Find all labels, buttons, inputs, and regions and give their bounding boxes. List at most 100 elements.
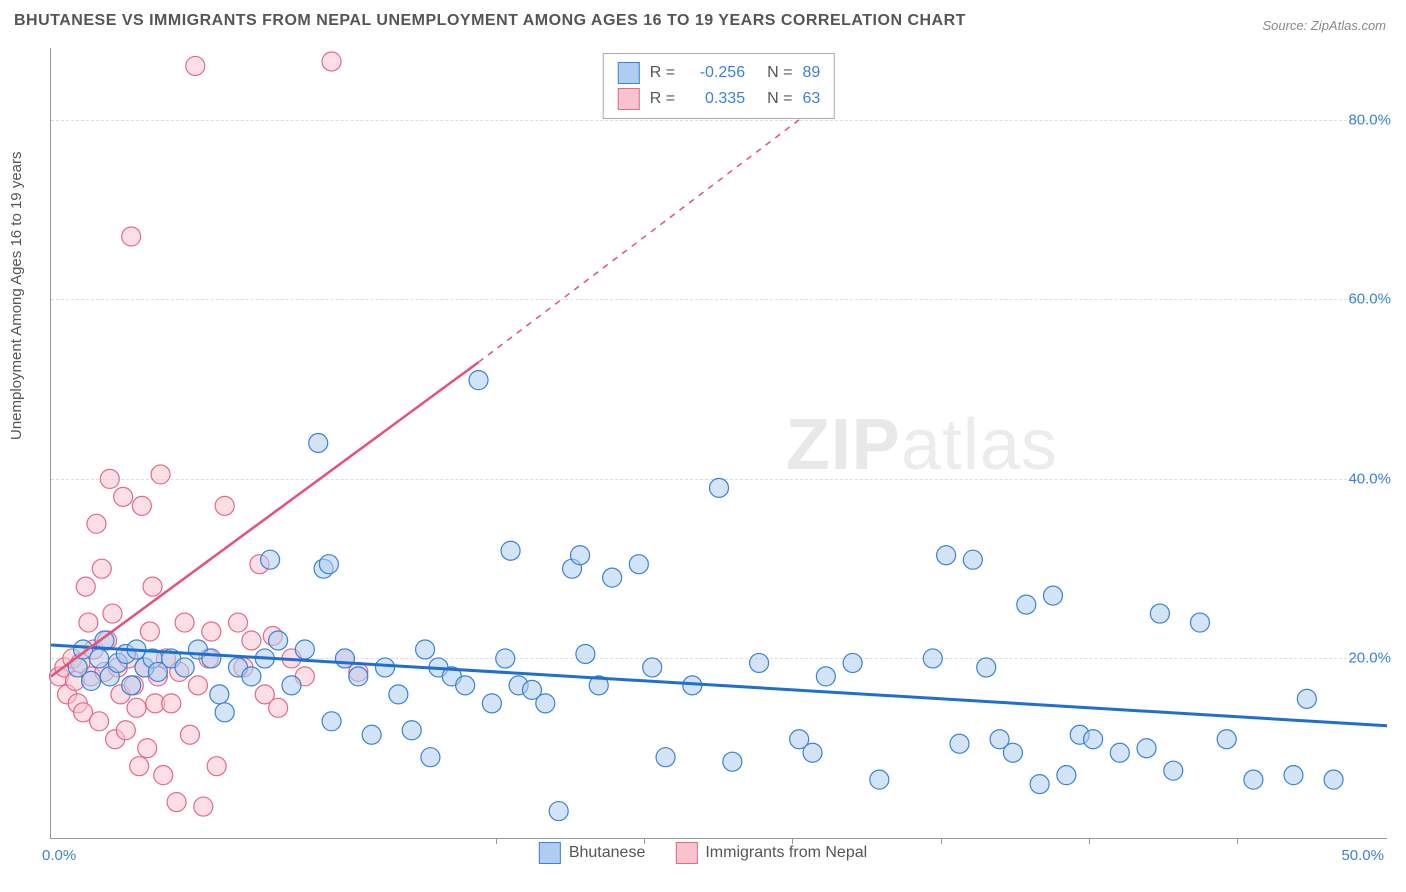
chart-title: BHUTANESE VS IMMIGRANTS FROM NEPAL UNEMP… xyxy=(14,12,966,30)
x-tick xyxy=(1089,838,1090,844)
data-point xyxy=(456,676,475,695)
correlation-legend: R =-0.256N =89R =0.335N =63 xyxy=(603,53,835,119)
y-tick-label: 60.0% xyxy=(1348,291,1391,308)
data-point xyxy=(269,631,288,650)
data-point xyxy=(421,748,440,767)
legend-n-label: N = xyxy=(767,64,792,82)
data-point xyxy=(140,622,159,641)
legend-r-label: R = xyxy=(650,90,675,108)
data-point xyxy=(167,793,186,812)
data-point xyxy=(295,640,314,659)
y-tick-label: 20.0% xyxy=(1348,650,1391,667)
data-point xyxy=(127,698,146,717)
data-point xyxy=(937,546,956,565)
legend-label: Immigrants from Nepal xyxy=(705,844,867,862)
data-point xyxy=(870,770,889,789)
data-point xyxy=(1324,770,1343,789)
y-tick-label: 40.0% xyxy=(1348,470,1391,487)
trend-line xyxy=(51,362,479,676)
data-point xyxy=(79,613,98,632)
data-point xyxy=(87,514,106,533)
legend-r-label: R = xyxy=(650,64,675,82)
bottom-legend-item: Immigrants from Nepal xyxy=(675,842,867,864)
data-point xyxy=(309,434,328,453)
data-point xyxy=(335,649,354,668)
data-point xyxy=(1244,770,1263,789)
x-end-label: 50.0% xyxy=(1341,847,1384,864)
data-point xyxy=(1084,730,1103,749)
data-point xyxy=(175,613,194,632)
data-point xyxy=(114,487,133,506)
data-point xyxy=(194,797,213,816)
data-point xyxy=(723,752,742,771)
data-point xyxy=(1284,766,1303,785)
scatter-svg xyxy=(51,48,1387,838)
data-point xyxy=(242,667,261,686)
data-point xyxy=(803,743,822,762)
data-point xyxy=(282,676,301,695)
data-point xyxy=(82,671,101,690)
data-point xyxy=(1017,595,1036,614)
data-point xyxy=(175,658,194,677)
data-point xyxy=(710,478,729,497)
legend-swatch xyxy=(675,842,697,864)
legend-r-value: -0.256 xyxy=(685,64,745,82)
legend-r-value: 0.335 xyxy=(685,90,745,108)
data-point xyxy=(376,658,395,677)
x-tick xyxy=(496,838,497,844)
data-point xyxy=(576,644,595,663)
data-point xyxy=(188,676,207,695)
x-tick xyxy=(941,838,942,844)
data-point xyxy=(402,721,421,740)
legend-swatch xyxy=(539,842,561,864)
legend-label: Bhutanese xyxy=(569,844,646,862)
series-legend: Bhutanese Immigrants from Nepal xyxy=(539,842,867,864)
data-point xyxy=(643,658,662,677)
blue-series-points xyxy=(68,371,1343,821)
data-point xyxy=(816,667,835,686)
data-point xyxy=(319,555,338,574)
data-point xyxy=(1164,761,1183,780)
data-point xyxy=(750,653,769,672)
data-point xyxy=(923,649,942,668)
legend-row: R =0.335N =63 xyxy=(618,86,820,112)
data-point xyxy=(151,465,170,484)
data-point xyxy=(242,631,261,650)
x-origin-label: 0.0% xyxy=(42,847,76,864)
data-point xyxy=(322,712,341,731)
bottom-legend-item: Bhutanese xyxy=(539,842,646,864)
data-point xyxy=(162,694,181,713)
legend-swatch xyxy=(618,88,640,110)
data-point xyxy=(130,757,149,776)
data-point xyxy=(1297,689,1316,708)
data-point xyxy=(132,496,151,515)
y-tick-label: 80.0% xyxy=(1348,111,1391,128)
data-point xyxy=(207,757,226,776)
legend-row: R =-0.256N =89 xyxy=(618,60,820,86)
x-tick xyxy=(1237,838,1238,844)
data-point xyxy=(261,550,280,569)
data-point xyxy=(92,559,111,578)
data-point xyxy=(571,546,590,565)
data-point xyxy=(1137,739,1156,758)
data-point xyxy=(416,640,435,659)
data-point xyxy=(536,694,555,713)
data-point xyxy=(210,685,229,704)
data-point xyxy=(1217,730,1236,749)
data-point xyxy=(202,622,221,641)
data-point xyxy=(154,766,173,785)
data-point xyxy=(122,676,141,695)
data-point xyxy=(138,739,157,758)
data-point xyxy=(656,748,675,767)
data-point xyxy=(229,613,248,632)
data-point xyxy=(1044,586,1063,605)
data-point xyxy=(1190,613,1209,632)
data-point xyxy=(389,685,408,704)
data-point xyxy=(186,56,205,75)
data-point xyxy=(469,371,488,390)
data-point xyxy=(215,703,234,722)
data-point xyxy=(215,496,234,515)
data-point xyxy=(1150,604,1169,623)
data-point xyxy=(90,712,109,731)
data-point xyxy=(843,653,862,672)
